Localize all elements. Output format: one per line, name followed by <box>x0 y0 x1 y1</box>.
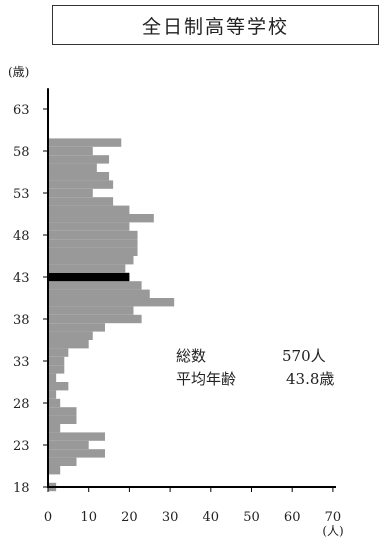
y-tick-label-63: 63 <box>13 103 30 118</box>
y-tick-label-58: 58 <box>13 145 30 160</box>
bar-age-29 <box>48 390 57 399</box>
x-tick-label-0: 0 <box>44 510 52 525</box>
bar-age-24 <box>48 432 105 441</box>
bar-age-48 <box>48 230 138 240</box>
x-tick-label-70: 70 <box>325 510 342 525</box>
bar-age-32 <box>48 365 65 374</box>
y-tick-label-18: 18 <box>13 481 30 496</box>
bar-age-30 <box>48 382 69 391</box>
y-tick-label-28: 28 <box>13 397 30 412</box>
y-axis-unit-label: (歳) <box>8 65 29 79</box>
bar-age-58 <box>48 146 93 156</box>
x-tick-label-20: 20 <box>121 510 138 525</box>
x-axis-unit-label: (人) <box>322 524 343 538</box>
average-age-value: 43.8歳 <box>286 370 335 388</box>
bar-age-35 <box>48 340 89 349</box>
y-tick-label-48: 48 <box>13 229 30 244</box>
y-tick-label-33: 33 <box>13 355 30 370</box>
total-label: 総数 <box>176 347 207 365</box>
bar-age-22 <box>48 449 105 458</box>
y-tick-label-43: 43 <box>13 271 30 286</box>
bar-age-40 <box>48 298 175 307</box>
bar-age-28 <box>48 398 61 408</box>
x-tick-label-40: 40 <box>203 510 220 525</box>
bar-age-23 <box>48 440 89 450</box>
bar-age-57 <box>48 155 110 164</box>
bar-age-26 <box>48 415 77 424</box>
bar-age-42 <box>48 281 142 290</box>
x-tick-label-10: 10 <box>80 510 97 525</box>
bar-age-47 <box>48 239 138 248</box>
bar-age-20 <box>48 466 61 475</box>
bar-age-25 <box>48 424 61 433</box>
bar-age-55 <box>48 172 110 181</box>
bar-age-34 <box>48 348 69 357</box>
y-tick-label-38: 38 <box>13 313 30 328</box>
y-tick-label-23: 23 <box>13 439 30 454</box>
x-tick-label-50: 50 <box>243 510 260 525</box>
bar-age-46 <box>48 247 138 256</box>
bar-age-56 <box>48 163 97 172</box>
bar-age-41 <box>48 289 150 298</box>
bar-age-52 <box>48 197 114 206</box>
x-tick-label-60: 60 <box>284 510 301 525</box>
bar-age-54 <box>48 180 114 189</box>
bar-age-53 <box>48 188 93 198</box>
y-tick-label-53: 53 <box>13 187 30 202</box>
bar-age-49 <box>48 222 130 231</box>
x-tick-label-30: 30 <box>162 510 179 525</box>
bar-age-44 <box>48 264 126 273</box>
chart-title: 全日制高等学校 <box>52 5 379 45</box>
bar-age-59 <box>48 138 122 147</box>
bar-highlight-age-43 <box>48 272 130 282</box>
bar-age-51 <box>48 205 130 214</box>
total-value: 570人 <box>282 347 326 365</box>
bar-age-36 <box>48 331 93 340</box>
bar-age-38 <box>48 314 142 324</box>
average-age-label: 平均年齢 <box>176 370 237 388</box>
bar-age-27 <box>48 407 77 416</box>
bar-age-45 <box>48 256 134 265</box>
bar-age-39 <box>48 306 134 315</box>
bar-age-21 <box>48 457 77 466</box>
bar-age-33 <box>48 356 65 366</box>
bar-age-31 <box>48 373 57 382</box>
bar-age-50 <box>48 214 154 223</box>
bar-age-37 <box>48 323 105 332</box>
